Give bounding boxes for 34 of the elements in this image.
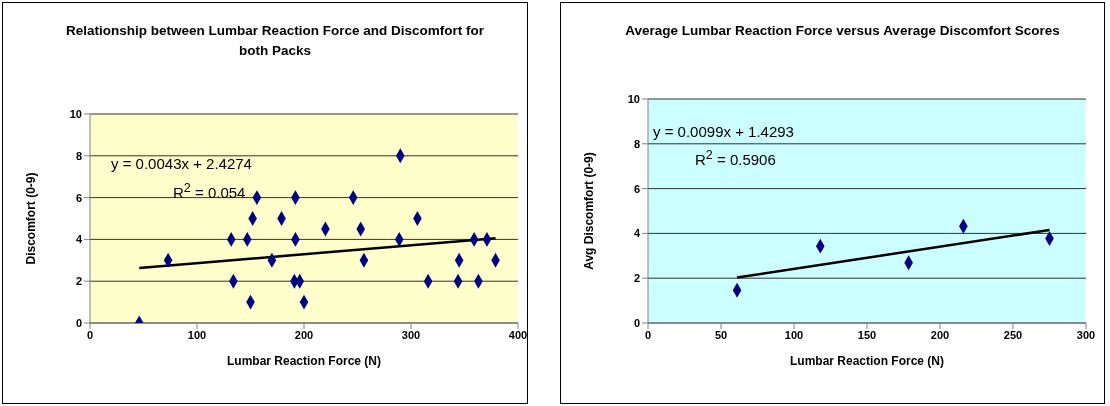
x-tick-label: 400	[508, 328, 528, 341]
y-tick-label: 2	[75, 275, 82, 288]
y-tick-label: 4	[75, 233, 83, 246]
y-tick-label: 10	[627, 92, 640, 105]
y-tick-label: 6	[633, 182, 640, 195]
x-axis-title: Lumbar Reaction Force (N)	[226, 354, 382, 368]
annotation: R$^{2}$ = 0.5906	[695, 147, 776, 169]
annotation: y = 0.0043x + 2.4274	[111, 155, 252, 173]
x-tick-label: 300	[1076, 328, 1096, 341]
annotation: y = 0.0099x + 1.4293	[653, 123, 794, 141]
y-axis-title: Avg Discomfort (0-9)	[582, 152, 597, 270]
y-tick-label: 4	[633, 227, 641, 240]
annotation: R$^{2}$ = 0.054	[173, 180, 246, 202]
y-tick-label: 0	[75, 316, 82, 329]
y-axis-title: Discomfort (0-9)	[24, 172, 39, 265]
chart-title: Relationship between Lumbar Reaction Force and Discomfort for both Packs	[65, 22, 485, 60]
chart-title: Average Lumbar Reaction Force versus Average Discomfort Scores	[624, 22, 1061, 40]
x-tick-label: 100	[784, 328, 804, 341]
x-axis-title: Lumbar Reaction Force (N)	[789, 354, 945, 368]
x-tick-label: 250	[1003, 328, 1023, 341]
y-tick-label: 0	[633, 316, 640, 329]
x-tick-label: 200	[294, 328, 314, 341]
x-tick-label: 150	[857, 328, 877, 341]
y-tick-label: 6	[75, 191, 82, 204]
y-tick-label: 8	[75, 149, 82, 162]
x-tick-label: 300	[401, 328, 421, 341]
y-tick-label: 10	[69, 107, 82, 120]
x-tick-label: 50	[714, 328, 728, 341]
y-tick-label: 2	[633, 272, 640, 285]
x-tick-label: 0	[86, 328, 94, 341]
x-tick-label: 200	[930, 328, 950, 341]
x-tick-label: 100	[187, 328, 207, 341]
y-tick-label: 8	[633, 137, 640, 150]
x-tick-label: 0	[644, 328, 652, 341]
